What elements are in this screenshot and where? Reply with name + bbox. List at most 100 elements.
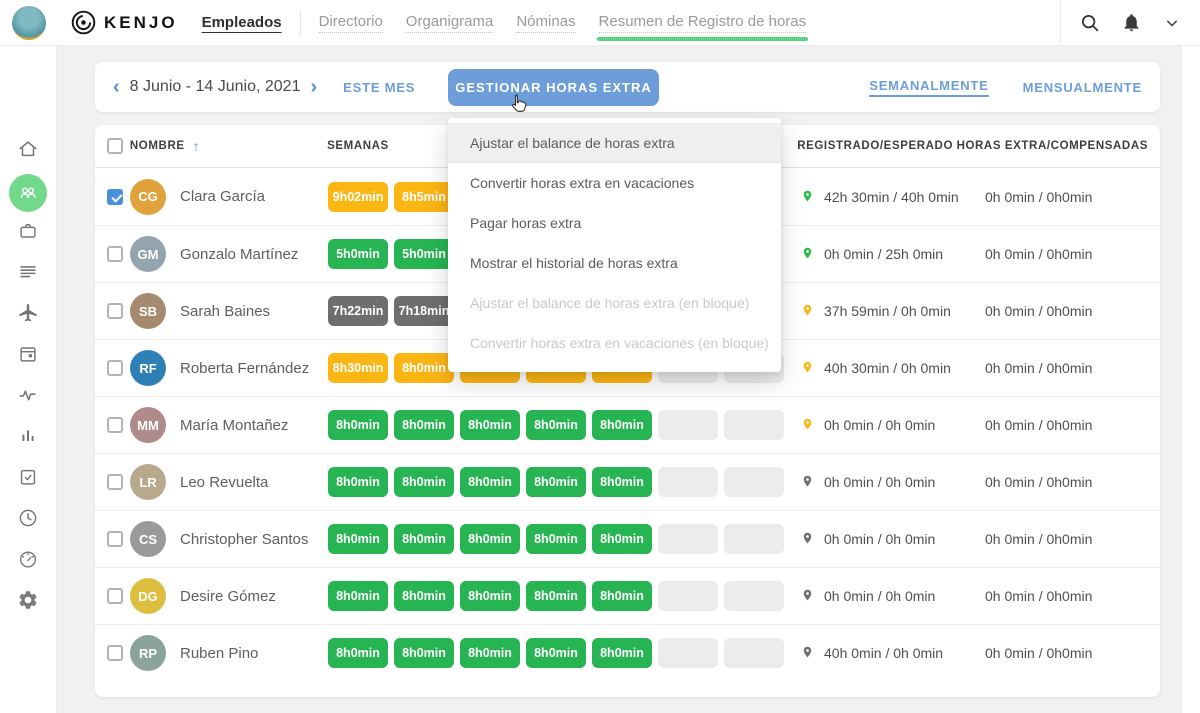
- empty-day-chip[interactable]: [658, 638, 718, 668]
- day-hours-chip[interactable]: 7h18min: [394, 296, 454, 326]
- empty-day-chip[interactable]: [658, 410, 718, 440]
- row-checkbox[interactable]: [107, 474, 123, 490]
- day-hours-chip[interactable]: 8h0min: [526, 467, 586, 497]
- day-hours-chip[interactable]: 8h0min: [394, 467, 454, 497]
- empty-day-chip[interactable]: [658, 467, 718, 497]
- day-hours-chip[interactable]: 8h0min: [592, 410, 652, 440]
- tab-empleados[interactable]: Empleados: [201, 14, 282, 31]
- day-hours-chip[interactable]: 8h0min: [394, 524, 454, 554]
- select-all-checkbox[interactable]: [107, 138, 123, 154]
- menu-item-pagar-horas-extra[interactable]: Pagar horas extra: [470, 215, 582, 231]
- monthly-view-button[interactable]: MENSUALMENTE: [1022, 79, 1142, 95]
- nav-tab-resumen-de-registro-de-horas[interactable]: Resumen de Registro de horas: [596, 13, 808, 41]
- day-hours-chip[interactable]: 8h0min: [526, 410, 586, 440]
- next-week-button[interactable]: ›: [310, 76, 318, 98]
- row-checkbox[interactable]: [107, 303, 123, 319]
- nav-tab-organigrama[interactable]: Organigrama: [405, 13, 494, 33]
- table-row[interactable]: DG Desire Gómez 8h0min 8h0min 8h0min 8h0min…: [95, 567, 1160, 624]
- sort-ascending-icon[interactable]: ↑: [192, 138, 201, 154]
- row-checkbox[interactable]: [107, 588, 123, 604]
- day-hours-chip[interactable]: 9h02min: [328, 181, 388, 212]
- sidebar-item-settings[interactable]: [0, 582, 56, 623]
- empty-day-chip[interactable]: [724, 638, 784, 668]
- menu-item-convertir-horas-extra-en-vacaciones[interactable]: Convertir horas extra en vacaciones: [470, 175, 695, 191]
- row-checkbox[interactable]: [107, 188, 123, 205]
- sidebar-item-briefcase[interactable]: [0, 213, 56, 254]
- nav-tab-directorio[interactable]: Directorio: [318, 13, 383, 33]
- row-checkbox[interactable]: [107, 531, 123, 547]
- header-horas-extra[interactable]: HORAS EXTRA/COMPENSADAS: [956, 140, 1148, 152]
- avatar: MM: [130, 407, 166, 443]
- day-hours-chip[interactable]: 8h0min: [328, 638, 388, 668]
- chevron-down-icon[interactable]: [1162, 13, 1182, 33]
- menu-item-ajustar-el-balance-de-horas-extra[interactable]: Ajustar el balance de horas extra: [448, 123, 781, 163]
- day-hours-chip[interactable]: 8h0min: [394, 353, 454, 383]
- avatar: CG: [130, 178, 166, 215]
- menu-item-mostrar-el-historial-de-horas-extra[interactable]: Mostrar el historial de horas extra: [470, 255, 678, 271]
- day-hours-chip[interactable]: 8h0min: [592, 638, 652, 668]
- row-checkbox[interactable]: [107, 417, 123, 433]
- scrollbar-gutter[interactable]: [1181, 46, 1200, 713]
- search-icon[interactable]: [1079, 12, 1101, 34]
- weekly-view-button[interactable]: SEMANALMENTE: [869, 78, 989, 97]
- day-hours-chip[interactable]: 8h0min: [460, 467, 520, 497]
- row-checkbox[interactable]: [107, 360, 123, 376]
- empty-day-chip[interactable]: [658, 524, 718, 554]
- day-hours-chip[interactable]: 8h0min: [460, 638, 520, 668]
- sidebar-item-activity[interactable]: [0, 377, 56, 418]
- empty-day-chip[interactable]: [724, 581, 784, 611]
- header-nombre[interactable]: NOMBRE: [129, 140, 185, 152]
- table-row[interactable]: MM María Montañez 8h0min 8h0min 8h0min 8h0m…: [95, 396, 1160, 453]
- empty-day-chip[interactable]: [724, 524, 784, 554]
- nav-tab-n-minas[interactable]: Nóminas: [516, 13, 576, 33]
- table-row[interactable]: GM Gonzalo Martínez 5h0min 5h0min 0h 0min…: [95, 225, 1160, 282]
- day-hours-chip[interactable]: 8h0min: [460, 524, 520, 554]
- sidebar-item-time[interactable]: [0, 500, 56, 541]
- day-hours-chip[interactable]: 8h0min: [526, 524, 586, 554]
- empty-day-chip[interactable]: [724, 410, 784, 440]
- day-hours-chip[interactable]: 8h0min: [460, 410, 520, 440]
- day-hours-chip[interactable]: 5h0min: [328, 239, 388, 269]
- table-row[interactable]: RP Ruben Pino 8h0min 8h0min 8h0min 8h0min 8h…: [95, 624, 1160, 681]
- sidebar-item-gauge[interactable]: [0, 541, 56, 582]
- day-hours-chip[interactable]: 7h22min: [328, 296, 388, 326]
- table-row[interactable]: CG Clara García 9h02min 8h5min 42h 30min …: [95, 168, 1160, 225]
- day-hours-chip[interactable]: 8h30min: [328, 353, 388, 383]
- day-hours-chip[interactable]: 8h0min: [592, 581, 652, 611]
- sidebar-item-travel[interactable]: [0, 295, 56, 336]
- bell-icon[interactable]: [1121, 12, 1142, 33]
- table-row[interactable]: LR Leo Revuelta 8h0min 8h0min 8h0min 8h0min…: [95, 453, 1160, 510]
- header-registrado[interactable]: REGISTRADO/ESPERADO: [797, 140, 954, 152]
- prev-week-button[interactable]: ‹: [113, 76, 120, 98]
- header-semanas[interactable]: SEMANAS: [327, 140, 389, 152]
- empty-day-chip[interactable]: [658, 581, 718, 611]
- day-hours-chip[interactable]: 8h0min: [592, 524, 652, 554]
- sidebar-item-calendar[interactable]: [0, 336, 56, 377]
- row-checkbox[interactable]: [107, 645, 123, 661]
- profile-avatar[interactable]: [12, 5, 46, 40]
- day-hours-chip[interactable]: 8h0min: [328, 410, 388, 440]
- day-hours-chip[interactable]: 8h0min: [394, 638, 454, 668]
- sidebar-item-home[interactable]: [0, 131, 56, 172]
- sidebar-item-reports[interactable]: [0, 418, 56, 459]
- row-checkbox[interactable]: [107, 246, 123, 262]
- sidebar-item-employees[interactable]: [0, 172, 56, 213]
- day-hours-chip[interactable]: 8h0min: [328, 467, 388, 497]
- table-row[interactable]: CS Christopher Santos 8h0min 8h0min 8h0min…: [95, 510, 1160, 567]
- this-month-button[interactable]: ESTE MES: [343, 79, 416, 95]
- day-hours-chip[interactable]: 8h0min: [394, 581, 454, 611]
- day-hours-chip[interactable]: 8h0min: [328, 581, 388, 611]
- day-hours-chip[interactable]: 5h0min: [394, 239, 454, 269]
- table-row[interactable]: SB Sarah Baines 7h22min 7h18min 37h 59min…: [95, 282, 1160, 339]
- day-hours-chip[interactable]: 8h0min: [328, 524, 388, 554]
- day-hours-chip[interactable]: 8h0min: [526, 581, 586, 611]
- day-hours-chip[interactable]: 8h5min: [394, 181, 454, 212]
- sidebar-item-list[interactable]: [0, 254, 56, 295]
- manage-overtime-button[interactable]: GESTIONAR HORAS EXTRA: [448, 69, 659, 106]
- day-hours-chip[interactable]: 8h0min: [460, 581, 520, 611]
- day-hours-chip[interactable]: 8h0min: [394, 410, 454, 440]
- empty-day-chip[interactable]: [724, 467, 784, 497]
- sidebar-item-tasks[interactable]: [0, 459, 56, 500]
- day-hours-chip[interactable]: 8h0min: [592, 467, 652, 497]
- day-hours-chip[interactable]: 8h0min: [526, 638, 586, 668]
